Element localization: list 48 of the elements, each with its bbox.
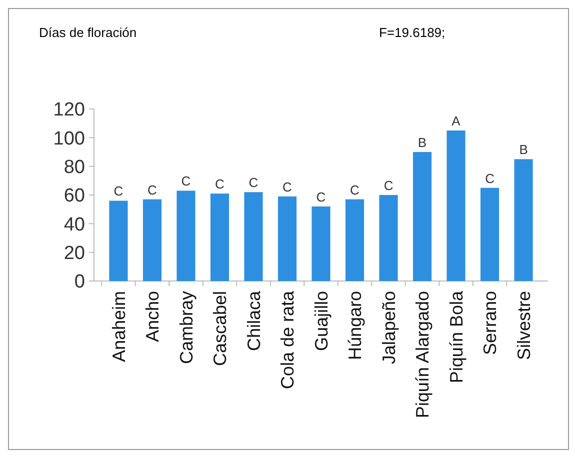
y-tick-label: 100 [53, 128, 85, 150]
data-label: B [519, 142, 528, 158]
bar [142, 199, 162, 281]
x-tick-label: Guajillo [311, 291, 332, 352]
bar [109, 200, 128, 281]
y-tick-label: 20 [64, 242, 85, 264]
data-label: C [282, 179, 292, 194]
data-label: C [384, 178, 394, 193]
bar [514, 159, 533, 281]
bar [278, 196, 297, 281]
x-tick-label: Cola de rata [278, 290, 298, 390]
data-label: C [215, 176, 224, 192]
x-tick-label: Chilaca [244, 290, 264, 352]
x-tick-label: Ancho [142, 291, 163, 342]
data-label: C [148, 182, 157, 198]
x-tick-label: Silvestre [514, 291, 534, 360]
y-tick-label: 120 [53, 100, 85, 121]
x-tick-label: Jalapeño [378, 291, 399, 364]
x-tick-label: Anaheim [108, 291, 129, 362]
y-tick-label: 40 [64, 214, 85, 236]
x-tick-label: Piquín Alargado [412, 291, 433, 418]
bar [176, 190, 196, 281]
y-tick-label: 80 [64, 156, 85, 178]
x-tick-label: Serrano [480, 291, 500, 356]
bar [345, 199, 364, 281]
x-tick-label: Húngaro [345, 291, 366, 360]
data-label: C [485, 170, 494, 186]
x-tick-label: Cambray [176, 291, 196, 364]
bar [412, 152, 432, 281]
chart-title: Días de floración [39, 25, 137, 40]
bar [446, 130, 466, 281]
y-tick-label: 60 [64, 186, 85, 207]
bar [210, 194, 230, 281]
x-tick-label: Cascabel [210, 291, 230, 366]
data-label: C [181, 174, 191, 189]
bar [244, 192, 263, 281]
data-label: A [452, 114, 461, 128]
data-label: B [418, 135, 427, 150]
data-label: C [248, 175, 258, 190]
bar [480, 188, 500, 281]
bar [379, 195, 398, 281]
x-tick-label: Piquín Bola [446, 290, 466, 384]
data-label: C [114, 184, 124, 199]
data-label: C [350, 182, 360, 198]
data-label: C [316, 189, 326, 204]
text: F=19.6189; [379, 25, 446, 40]
bar [312, 206, 330, 281]
y-tick-label: 0 [74, 272, 85, 293]
